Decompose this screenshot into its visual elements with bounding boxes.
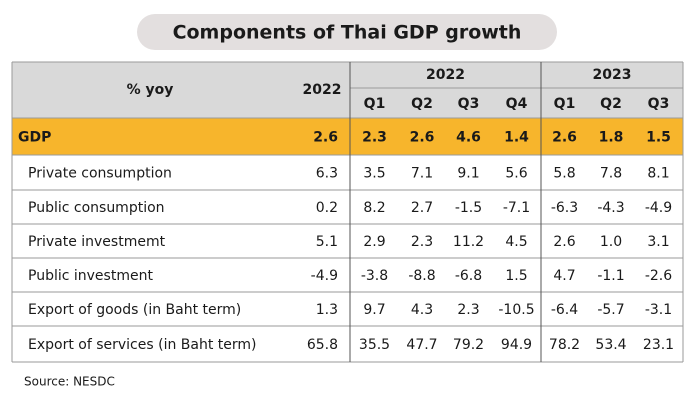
cell: -6.8	[455, 268, 482, 284]
cell: 9.1	[457, 166, 479, 182]
cell: 2.7	[411, 200, 433, 216]
cell: 4.3	[411, 302, 433, 318]
cell: 35.5	[359, 337, 390, 353]
row-label: Public investment	[28, 268, 153, 284]
quarter-label: Q2	[411, 96, 433, 112]
cell: 2.3	[362, 130, 387, 146]
cell: -4.9	[645, 200, 672, 216]
cell: 78.2	[549, 337, 580, 353]
cell: -8.8	[408, 268, 435, 284]
cell: 4.6	[456, 130, 481, 146]
cell: 1.3	[316, 302, 338, 318]
cell: 2.3	[411, 234, 433, 250]
cell: 3.1	[647, 234, 669, 250]
cell: 0.2	[316, 200, 338, 216]
cell: 1.8	[599, 130, 624, 146]
quarter-label: Q1	[364, 96, 386, 112]
cell: 9.7	[363, 302, 385, 318]
cell: 7.8	[600, 166, 622, 182]
source: Source: NESDC	[24, 375, 115, 389]
cell: -1.5	[455, 200, 482, 216]
quarter-label: Q1	[554, 96, 576, 112]
cell: 11.2	[453, 234, 484, 250]
cell: 4.5	[505, 234, 527, 250]
cell: 1.4	[504, 130, 529, 146]
cell: 5.6	[505, 166, 527, 182]
row-label: Private investmemt	[28, 234, 166, 250]
cell: 6.3	[316, 166, 338, 182]
cell: 1.5	[646, 130, 671, 146]
cell: -4.3	[597, 200, 624, 216]
cell: -3.1	[645, 302, 672, 318]
quarter-label: Q3	[458, 96, 480, 112]
cell: 1.5	[505, 268, 527, 284]
group-label: 2022	[426, 67, 465, 83]
cell: 4.7	[553, 268, 575, 284]
row-label: Export of services (in Baht term)	[28, 337, 257, 353]
cell: 5.8	[553, 166, 575, 182]
cell: 2.6	[553, 234, 575, 250]
cell: -3.8	[361, 268, 388, 284]
cell: 23.1	[643, 337, 674, 353]
row-label: Export of goods (in Baht term)	[28, 302, 241, 318]
cell: -6.4	[551, 302, 578, 318]
cell: 53.4	[595, 337, 626, 353]
cell: 2.6	[313, 130, 338, 146]
cell: -10.5	[498, 302, 534, 318]
cell: 7.1	[411, 166, 433, 182]
quarter-label: Q2	[600, 96, 622, 112]
cell: -7.1	[503, 200, 530, 216]
row-label: Private consumption	[28, 166, 172, 182]
cell: 2.6	[410, 130, 435, 146]
header-bg	[12, 62, 683, 118]
cell: 2.9	[363, 234, 385, 250]
cell: 1.0	[600, 234, 622, 250]
row-label: GDP	[18, 130, 51, 146]
cell: 65.8	[307, 337, 338, 353]
cell: -4.9	[311, 268, 338, 284]
title-pill	[137, 14, 557, 50]
gdp-bg	[12, 118, 683, 155]
cell: -2.6	[645, 268, 672, 284]
cell: -6.3	[551, 200, 578, 216]
cell: 2.3	[457, 302, 479, 318]
header-annual: 2022	[303, 82, 342, 98]
cell: 3.5	[363, 166, 385, 182]
quarter-label: Q4	[506, 96, 528, 112]
cell: -1.1	[597, 268, 624, 284]
group-label: 2023	[593, 67, 632, 83]
cell: 8.2	[363, 200, 385, 216]
cell: 47.7	[406, 337, 437, 353]
cell: 8.1	[647, 166, 669, 182]
quarter-label: Q3	[648, 96, 670, 112]
cell: 94.9	[501, 337, 532, 353]
header-label: % yoy	[127, 82, 174, 98]
cell: 2.6	[552, 130, 577, 146]
row-label: Public consumption	[28, 200, 165, 216]
cell: -5.7	[597, 302, 624, 318]
cell: 5.1	[316, 234, 338, 250]
cell: 79.2	[453, 337, 484, 353]
title: Components of Thai GDP growth	[173, 22, 522, 44]
